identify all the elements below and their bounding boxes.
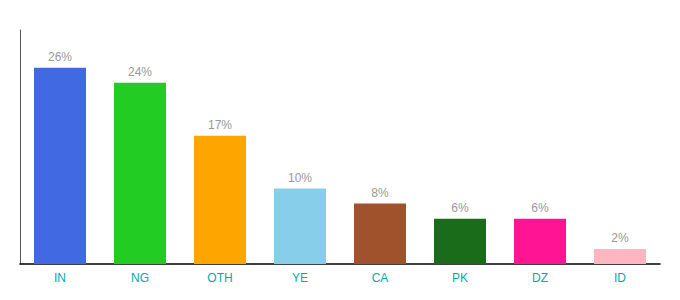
svg-text:10%: 10% (288, 171, 312, 185)
svg-text:8%: 8% (371, 186, 389, 200)
svg-text:26%: 26% (48, 50, 72, 64)
svg-text:DZ: DZ (532, 271, 548, 285)
svg-text:6%: 6% (451, 201, 469, 215)
svg-text:NG: NG (131, 271, 149, 285)
svg-text:PK: PK (452, 271, 468, 285)
svg-text:YE: YE (292, 271, 308, 285)
svg-text:ID: ID (614, 271, 626, 285)
svg-text:OTH: OTH (207, 271, 232, 285)
svg-text:IN: IN (54, 271, 66, 285)
svg-text:6%: 6% (531, 201, 549, 215)
svg-text:2%: 2% (611, 231, 629, 245)
svg-text:CA: CA (372, 271, 389, 285)
svg-text:24%: 24% (128, 65, 152, 79)
svg-text:17%: 17% (208, 118, 232, 132)
